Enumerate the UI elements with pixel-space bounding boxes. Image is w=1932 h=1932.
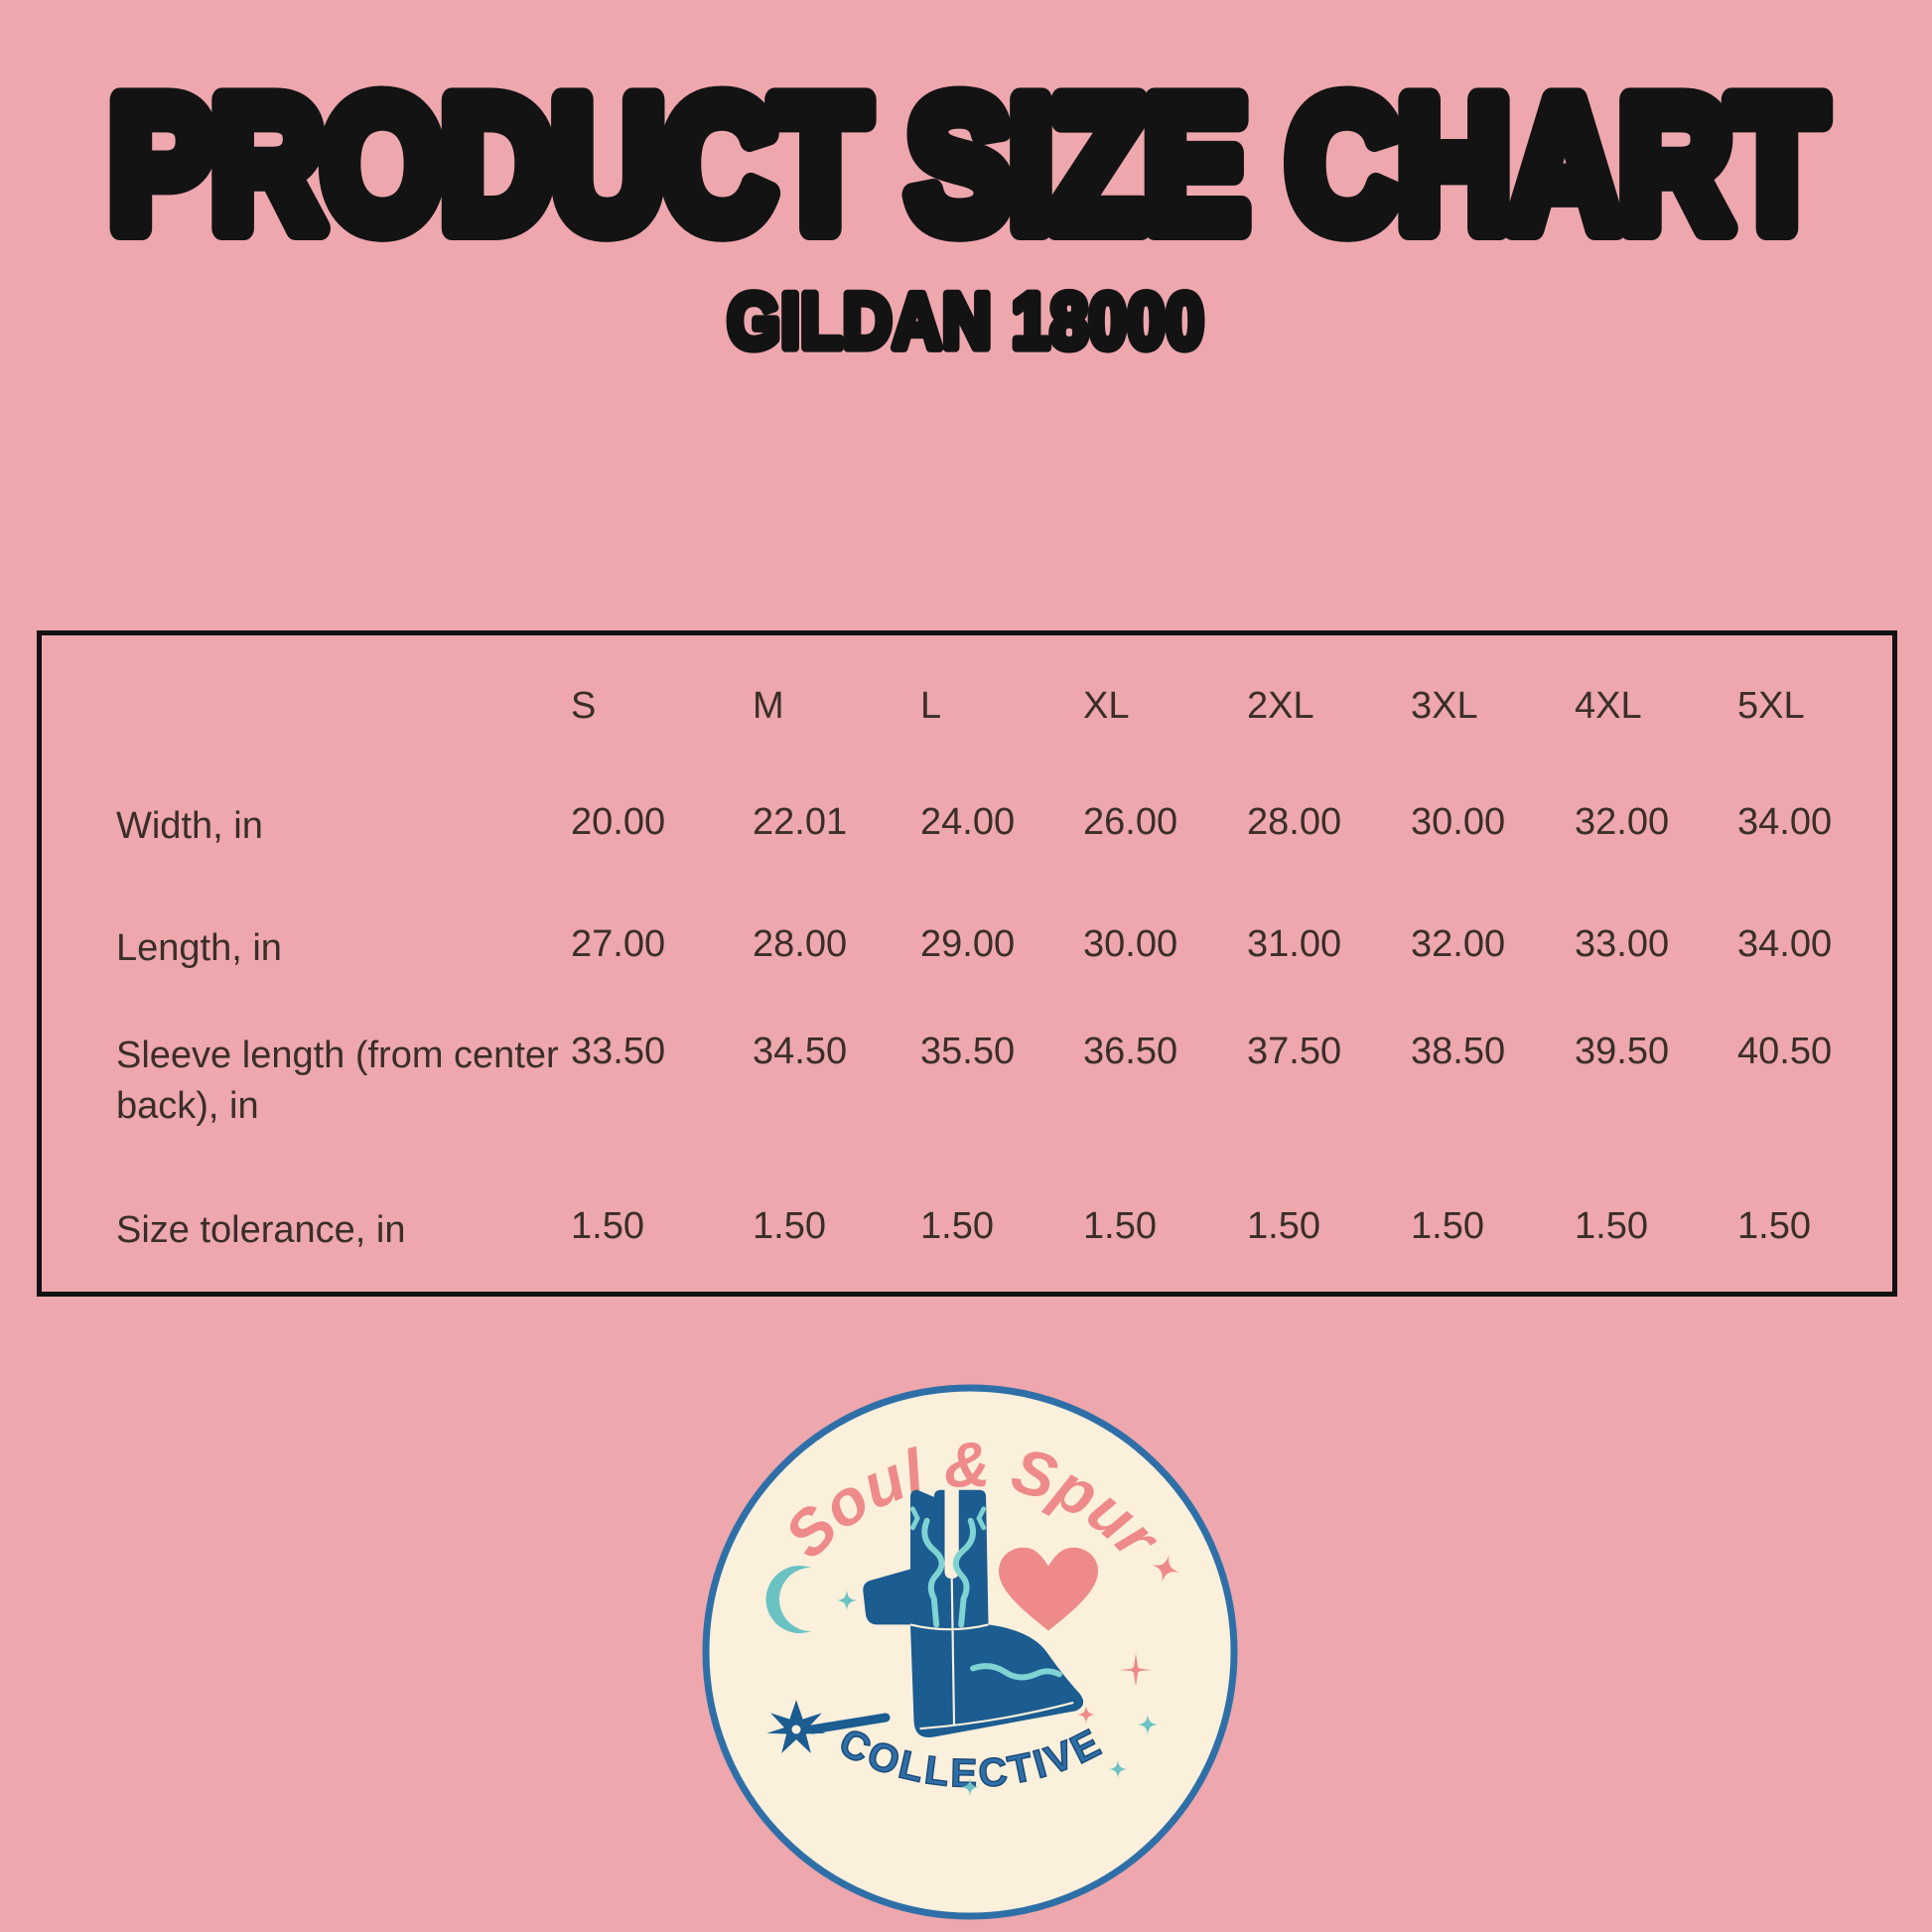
- svg-text:GILDAN 18000: GILDAN 18000: [728, 278, 1205, 365]
- svg-text:PRODUCT SIZE CHART: PRODUCT SIZE CHART: [109, 59, 1824, 268]
